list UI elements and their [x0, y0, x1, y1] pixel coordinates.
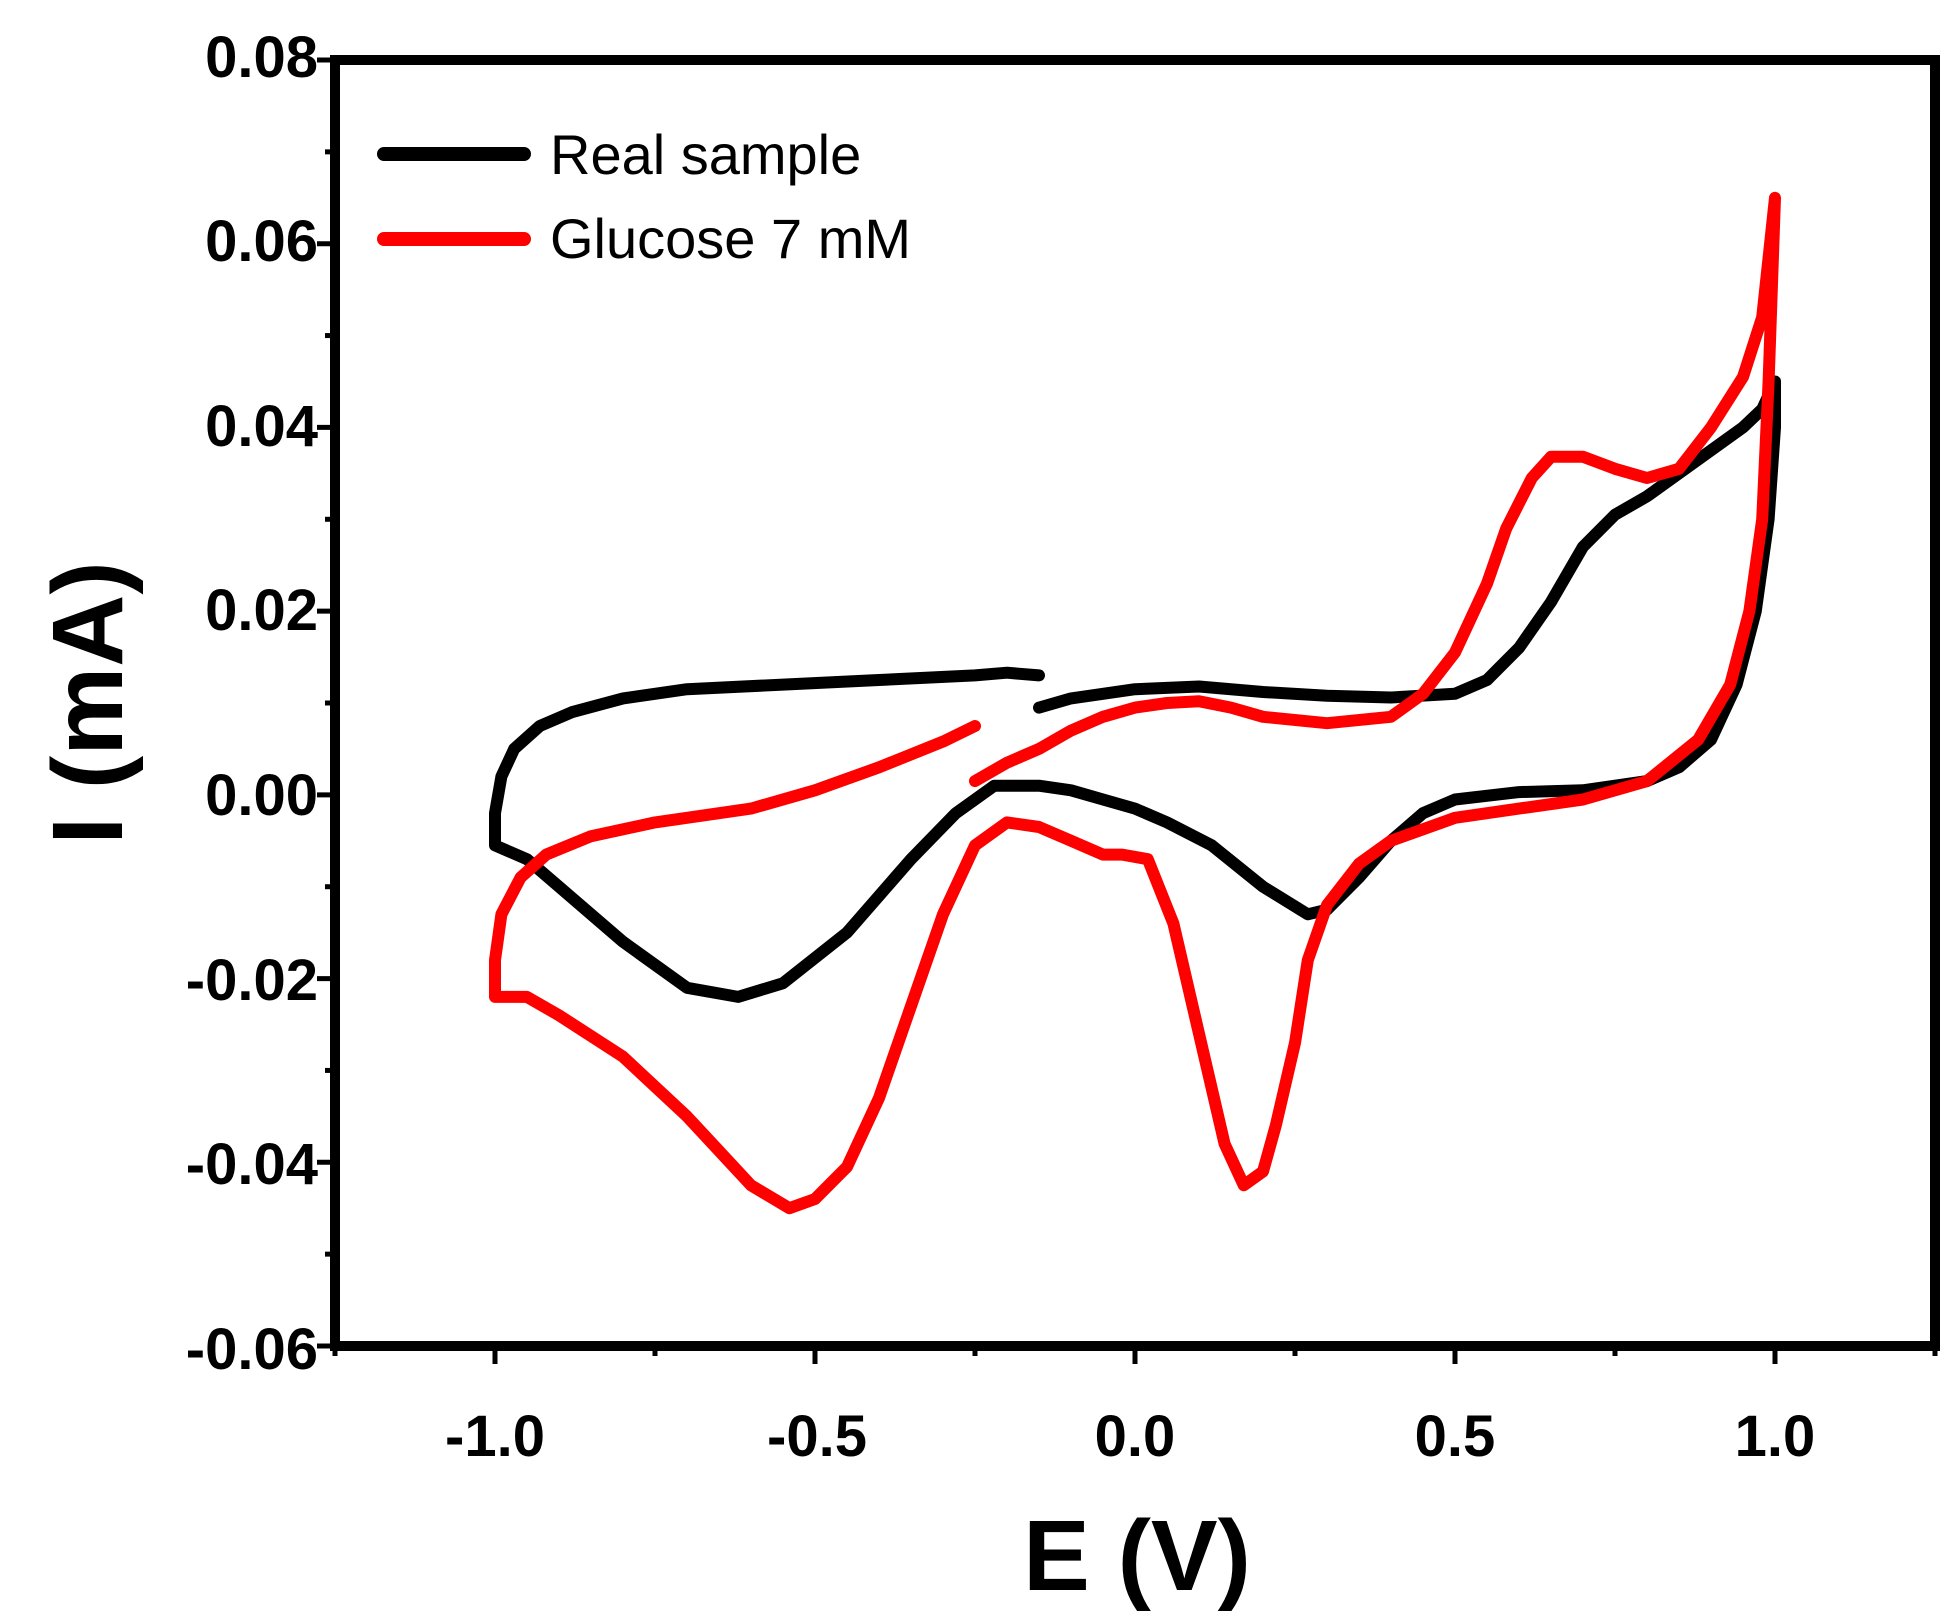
y-tick-label: 0.02: [205, 578, 318, 643]
series-line-glucose-7mm: [489, 191, 1781, 1215]
y-tick-label: 0.04: [205, 394, 318, 459]
y-tick-label: 0.06: [205, 209, 318, 274]
legend-label-real-sample: Real sample: [550, 123, 861, 186]
x-tick-label: -1.0: [445, 1404, 545, 1469]
x-axis-title: E (V): [1023, 1500, 1251, 1612]
plot-frame: [330, 55, 1940, 1351]
x-tick-label: 1.0: [1735, 1404, 1816, 1469]
x-tick-label: 0.0: [1095, 1404, 1176, 1469]
legend: Real sample Glucose 7 mM: [377, 123, 911, 270]
y-tick-label: -0.04: [186, 1132, 318, 1197]
x-tick-label: 0.5: [1415, 1404, 1496, 1469]
y-tick-label: 0.00: [205, 763, 318, 828]
y-tick-label: 0.08: [205, 25, 318, 90]
y-axis-title: I (mA): [32, 561, 144, 844]
y-tick-label: -0.02: [186, 948, 318, 1013]
y-tick-label: -0.06: [186, 1317, 318, 1382]
x-tick-label: -0.5: [767, 1404, 867, 1469]
legend-label-glucose-7mm: Glucose 7 mM: [550, 207, 911, 270]
